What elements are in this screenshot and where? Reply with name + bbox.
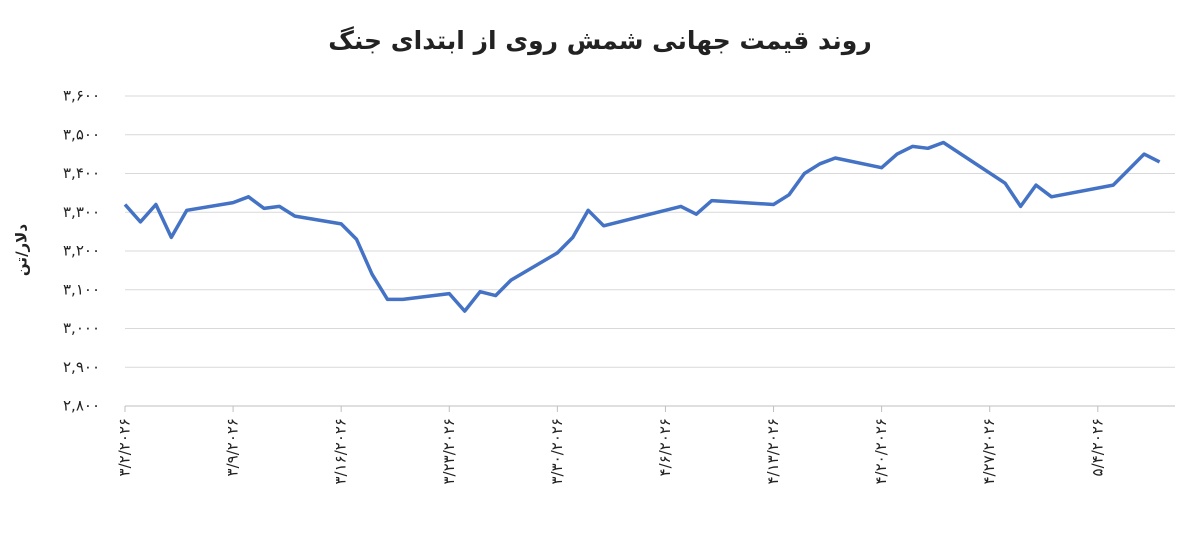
x-tick-label: ۴/۱۳/۲۰۲۶ [764, 418, 782, 485]
y-tick-label: ۳,۶۰۰ [63, 87, 100, 105]
y-axis-label: دلار/تن [13, 224, 31, 276]
x-tick-label: ۳/۹/۲۰۲۶ [224, 418, 242, 476]
y-tick-label: ۲,۹۰۰ [63, 358, 100, 376]
x-tick-label: ۳/۲۳/۲۰۲۶ [440, 418, 458, 485]
y-tick-label: ۳,۴۰۰ [63, 164, 100, 182]
y-tick-label: ۳,۱۰۰ [63, 280, 100, 298]
y-tick-label: ۲,۸۰۰ [63, 397, 100, 415]
y-tick-label: ۳,۲۰۰ [63, 242, 100, 260]
x-tick-label: ۴/۶/۲۰۲۶ [656, 418, 674, 476]
x-tick-label: ۴/۲۰/۲۰۲۶ [872, 418, 890, 485]
x-tick-label: ۴/۲۷/۲۰۲۶ [980, 418, 998, 485]
y-tick-label: ۳,۰۰۰ [63, 319, 100, 337]
y-tick-label: ۳,۵۰۰ [63, 125, 100, 143]
data-line [123, 140, 1161, 313]
chart-title: روند قیمت جهانی شمش روی از ابتدای جنگ [328, 26, 871, 56]
x-tick-label: ۵/۴/۲۰۲۶ [1088, 418, 1106, 476]
x-tick-label: ۳/۳۰/۲۰۲۶ [548, 418, 566, 485]
x-tick-label: ۳/۲/۲۰۲۶ [116, 418, 134, 476]
x-tick-label: ۳/۱۶/۲۰۲۶ [332, 418, 350, 485]
y-tick-label: ۳,۳۰۰ [63, 203, 100, 221]
